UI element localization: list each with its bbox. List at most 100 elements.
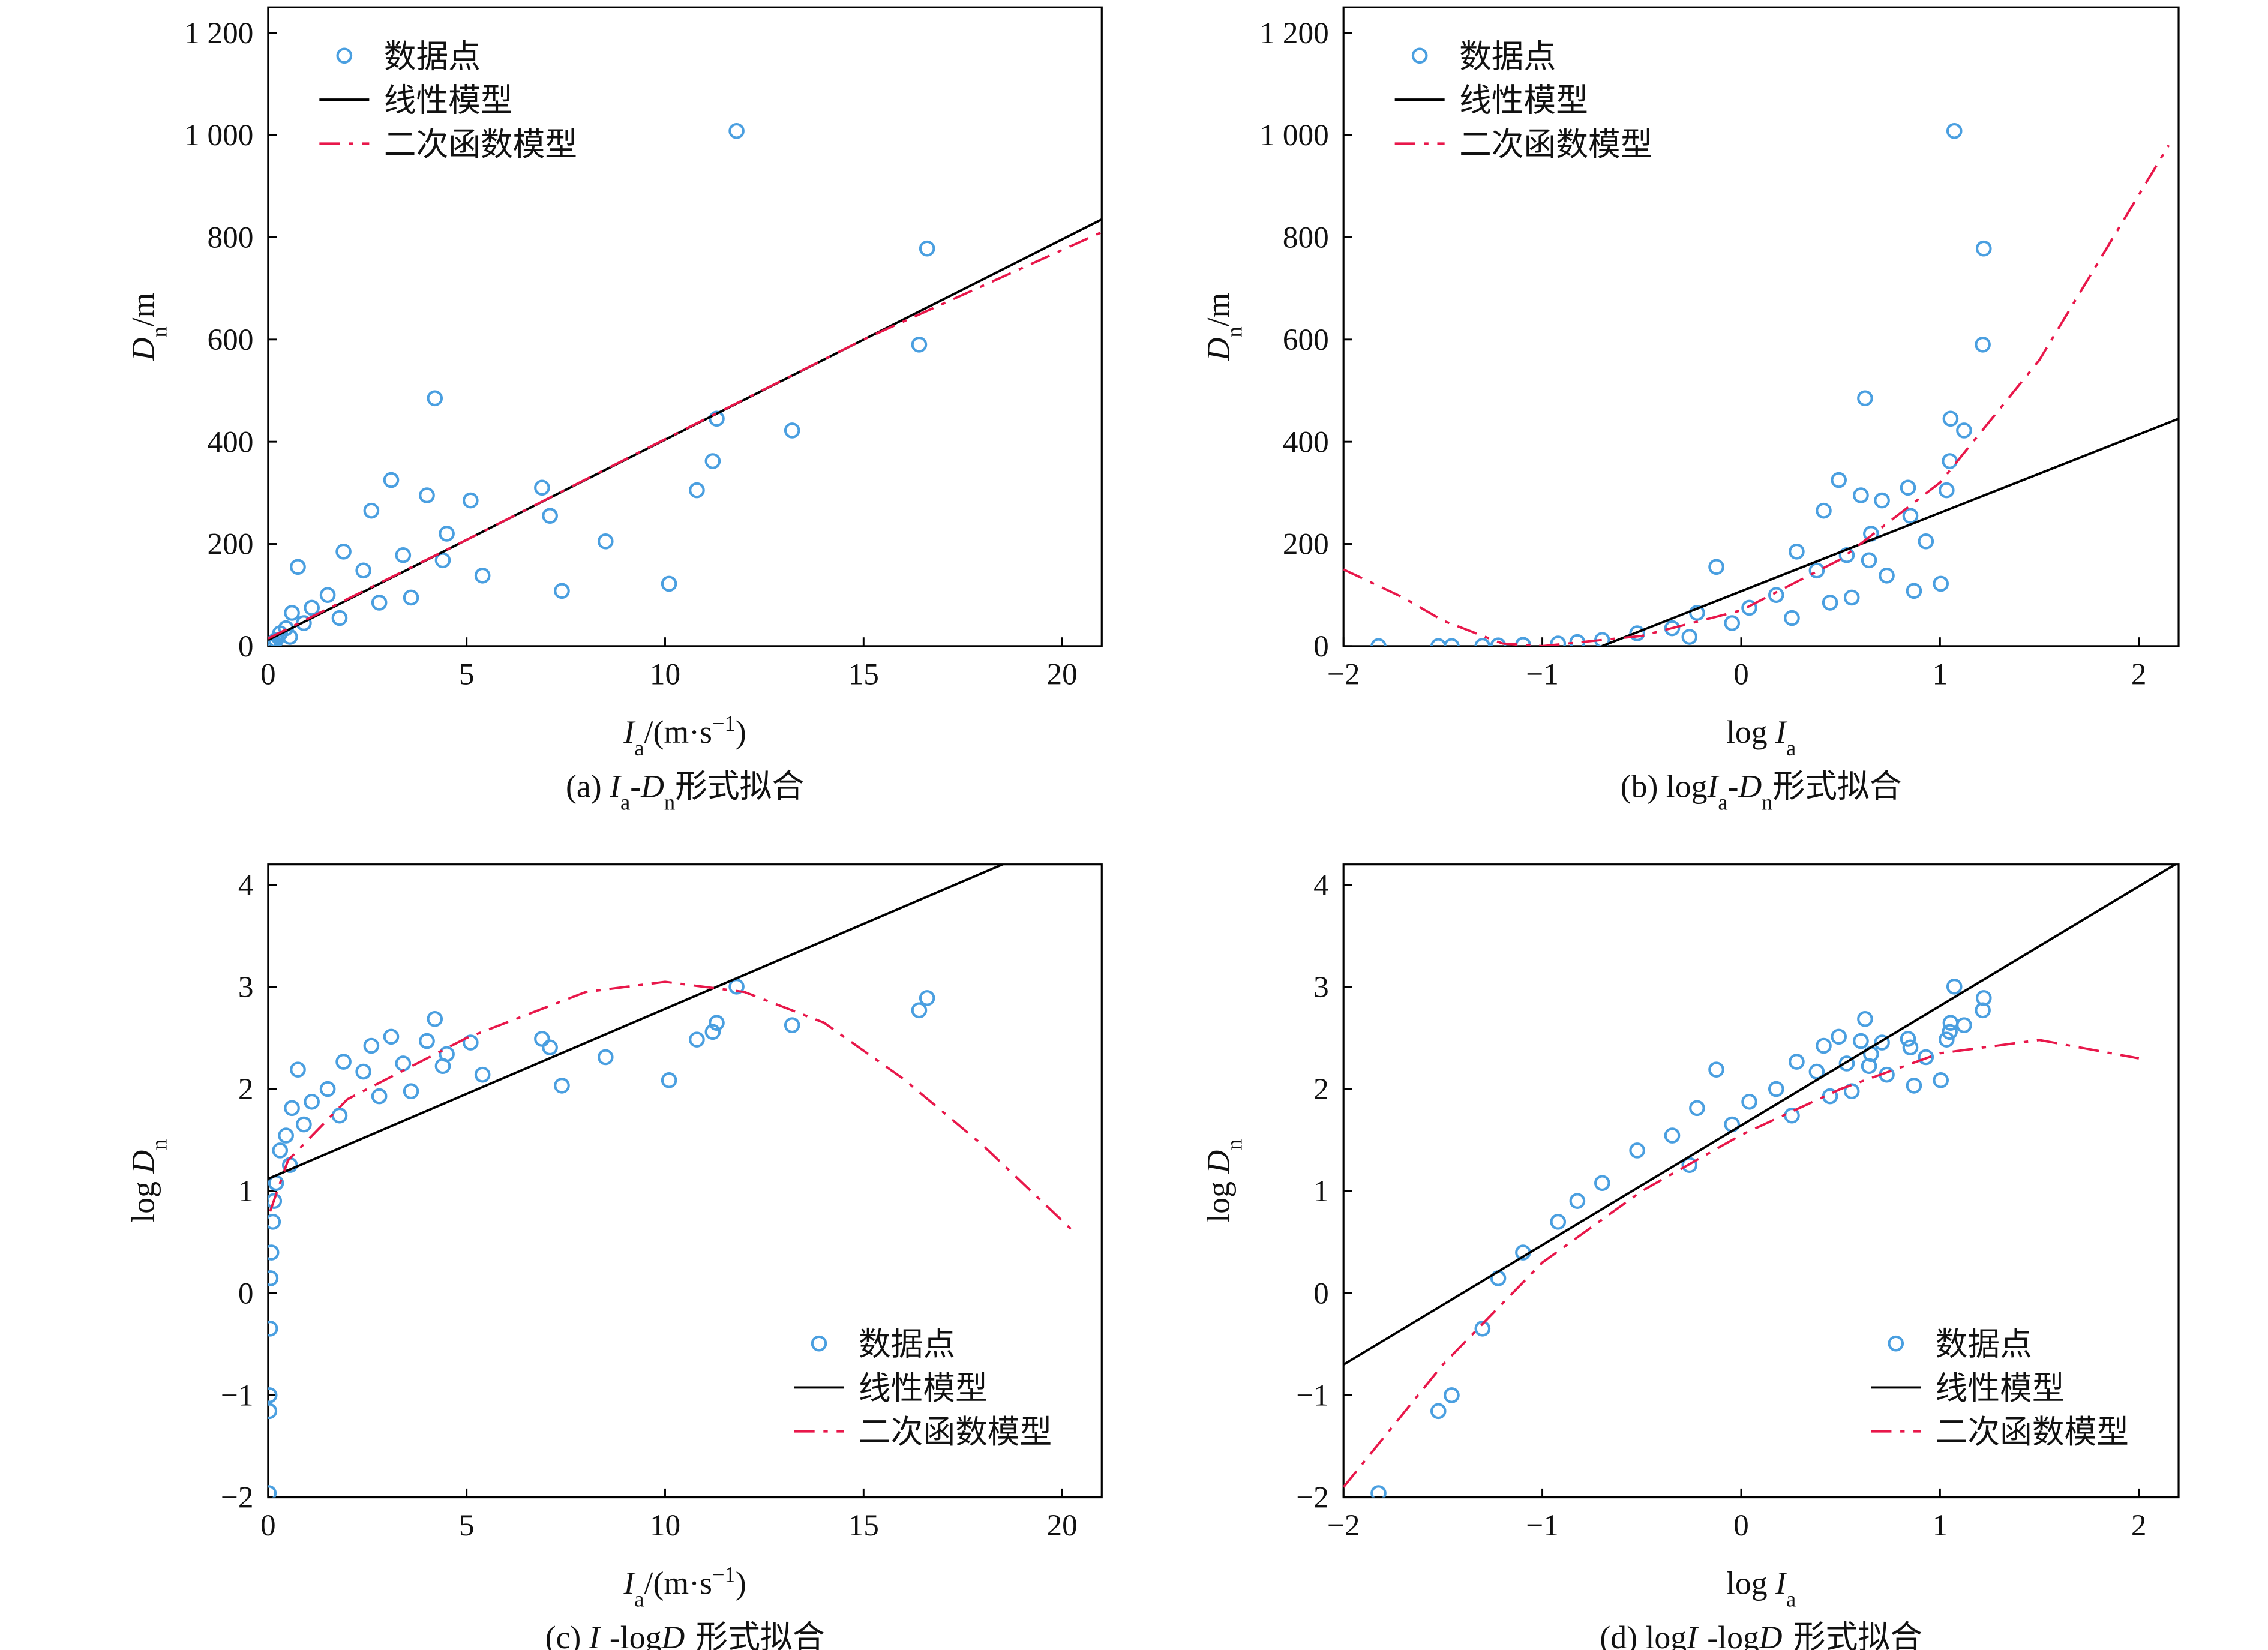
data-point xyxy=(383,1028,400,1045)
data-point xyxy=(278,1127,294,1144)
legend-label: 数据点 xyxy=(859,1327,955,1363)
data-point xyxy=(534,1031,550,1047)
quadratic-fit xyxy=(1343,1039,2140,1488)
subtitle: (a) Ia-Dn形式拟合 xyxy=(566,768,804,814)
text-part: a xyxy=(634,1586,644,1611)
text-part: I xyxy=(623,714,635,750)
text-part: /(m·s xyxy=(644,714,712,750)
text-part: I xyxy=(1775,1565,1787,1601)
x-tick-label: 0 xyxy=(260,657,276,691)
data-point xyxy=(554,1078,570,1094)
data-point xyxy=(1853,1033,1869,1049)
legend-label: 线性模型 xyxy=(859,1370,988,1406)
y-axis-label: log Dn xyxy=(125,1139,170,1223)
plot-area xyxy=(268,864,1075,1498)
data-point xyxy=(1664,620,1681,637)
data-point xyxy=(1861,1058,1877,1075)
data-point xyxy=(1444,1387,1460,1403)
data-point xyxy=(911,337,928,353)
y-tick-label: 1 xyxy=(1313,1174,1329,1208)
data-point xyxy=(403,589,419,606)
y-tick-label: 2 xyxy=(1313,1072,1329,1106)
linear-fit xyxy=(1601,418,2179,646)
text-part: a xyxy=(620,790,630,814)
legend-label: 线性模型 xyxy=(1936,1370,2065,1406)
text-part: (c) xyxy=(545,1619,589,1650)
data-point xyxy=(1857,1010,1873,1027)
data-point xyxy=(335,543,352,560)
text-part: D xyxy=(1201,1150,1237,1174)
data-point xyxy=(689,482,705,499)
data-point xyxy=(784,1017,800,1033)
y-tick-label: −2 xyxy=(1296,1481,1329,1515)
text-part: n xyxy=(1762,790,1772,814)
data-point xyxy=(290,1061,306,1078)
data-point xyxy=(1724,615,1741,631)
data-point xyxy=(335,1054,352,1070)
legend-label: 数据点 xyxy=(1459,38,1556,74)
data-point xyxy=(371,595,388,611)
data-point xyxy=(1370,1485,1387,1498)
data-point xyxy=(427,1010,443,1027)
y-tick-label: 4 xyxy=(238,868,254,902)
text-part: D xyxy=(1201,338,1237,362)
x-tick-label: −2 xyxy=(1327,1508,1360,1543)
text-part: n xyxy=(1783,1641,1793,1650)
data-point xyxy=(1938,482,1955,499)
x-tick-label: 1 xyxy=(1933,1508,1948,1543)
legend-label: 数据点 xyxy=(1936,1327,2032,1363)
x-tick-label: 20 xyxy=(1046,1508,1077,1543)
data-point xyxy=(1689,1100,1705,1117)
data-point xyxy=(689,1031,705,1048)
y-tick-label: 800 xyxy=(1283,221,1329,255)
x-tick-label: 2 xyxy=(2131,657,2147,691)
text-part: (d) log xyxy=(1600,1619,1687,1650)
data-point xyxy=(1594,1175,1610,1192)
data-point xyxy=(661,575,677,592)
data-point xyxy=(1816,1037,1832,1054)
data-point xyxy=(661,1072,677,1088)
data-point xyxy=(268,1193,283,1209)
y-tick-label: 600 xyxy=(208,323,254,357)
x-tick-label: 2 xyxy=(2131,1508,2147,1543)
y-tick-label: 400 xyxy=(1283,425,1329,459)
data-point xyxy=(1784,610,1800,626)
data-point xyxy=(419,1033,435,1049)
text-part: I xyxy=(623,1565,635,1601)
y-tick-label: −1 xyxy=(221,1379,254,1413)
data-point xyxy=(383,472,400,488)
text-part: (a) xyxy=(566,768,610,804)
text-part: ) xyxy=(736,1565,746,1601)
y-tick-label: 200 xyxy=(208,527,254,562)
linear-fit xyxy=(268,864,1006,1180)
data-point xyxy=(1853,487,1869,503)
text-part: log xyxy=(1201,1174,1237,1223)
y-tick-label: 0 xyxy=(1313,1276,1329,1310)
plot-area xyxy=(1343,864,2178,1498)
y-tick-label: 0 xyxy=(238,629,254,664)
text-part: -log xyxy=(610,1619,662,1650)
y-tick-label: 1 xyxy=(238,1174,254,1208)
data-point xyxy=(1822,595,1838,611)
text-part: n xyxy=(664,790,675,814)
data-point xyxy=(284,1100,300,1117)
data-point xyxy=(1975,240,1992,257)
data-point xyxy=(439,526,455,542)
text-part: n xyxy=(1222,1139,1246,1150)
legend-label: 二次函数模型 xyxy=(1936,1414,2129,1450)
data-point xyxy=(403,1083,419,1100)
data-point xyxy=(419,487,435,503)
data-point xyxy=(268,1403,278,1420)
plot-area xyxy=(1343,123,2179,646)
legend-label: 线性模型 xyxy=(384,83,513,119)
plot-frame xyxy=(267,6,1103,647)
data-point xyxy=(462,1034,479,1051)
data-point xyxy=(474,568,491,584)
data-point xyxy=(1664,1127,1681,1144)
data-point xyxy=(355,1063,371,1080)
text-part: a xyxy=(1718,790,1727,814)
x-tick-label: 20 xyxy=(1046,657,1077,691)
data-point xyxy=(1946,123,1963,139)
